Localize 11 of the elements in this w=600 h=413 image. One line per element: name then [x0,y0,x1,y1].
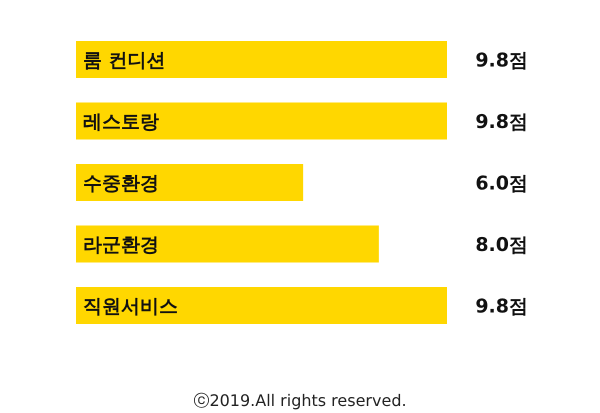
data-label: 6.0점 [475,172,528,194]
data-label: 8.0점 [475,234,528,256]
y-tick-label: 룸 컨디션 [83,50,166,72]
y-tick-label: 레스토랑 [83,111,159,133]
data-label: 9.8점 [475,111,528,133]
y-tick-label: 라군환경 [83,234,159,256]
text: ⓒ2019.All rights reserved. [193,391,407,410]
data-label: 9.8점 [475,50,528,72]
y-tick-label: 직원서비스 [83,296,178,318]
data-label: 9.8점 [475,296,528,318]
y-tick-label: 수중환경 [83,172,159,194]
